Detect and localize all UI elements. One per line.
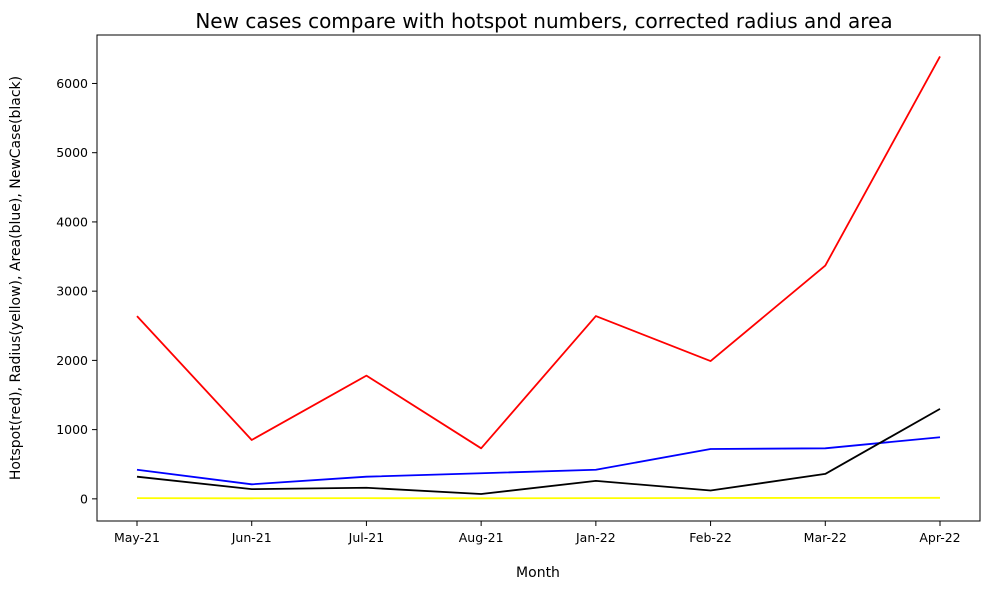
y-axis-label: Hotspot(red), Radius(yellow), Area(blue)… (8, 76, 24, 480)
y-tick-label: 1000 (56, 422, 88, 437)
y-tick-label: 4000 (56, 214, 88, 229)
y-axis: 0 1000 2000 3000 4000 5000 6000 (56, 76, 97, 506)
chart-title: New cases compare with hotspot numbers, … (195, 9, 892, 33)
plot-area (96, 34, 981, 522)
x-tick-label: Feb-22 (689, 530, 732, 545)
series-line-3 (136, 408, 941, 495)
x-tick-label: Jun-21 (231, 530, 272, 545)
y-tick-label: 0 (80, 491, 88, 506)
x-tick-label: Mar-22 (804, 530, 847, 545)
x-tick-label: Aug-21 (459, 530, 504, 545)
x-tick-label: Jul-21 (348, 530, 385, 545)
x-axis-label: Month (516, 565, 560, 581)
series-group (136, 56, 941, 500)
series-line-0 (136, 56, 941, 450)
x-tick-label: Apr-22 (919, 530, 960, 545)
y-tick-label: 3000 (56, 284, 88, 299)
y-tick-label: 5000 (56, 145, 88, 160)
y-tick-label: 2000 (56, 353, 88, 368)
series-line-2 (136, 436, 941, 486)
y-tick-label: 6000 (56, 76, 88, 91)
plot-frame (96, 34, 981, 522)
x-tick-label: Jan-22 (575, 530, 616, 545)
x-axis: May-21 Jun-21 Jul-21 Aug-21 Jan-22 Feb-22 Mar-… (114, 521, 961, 545)
x-tick-label: May-21 (114, 530, 160, 545)
